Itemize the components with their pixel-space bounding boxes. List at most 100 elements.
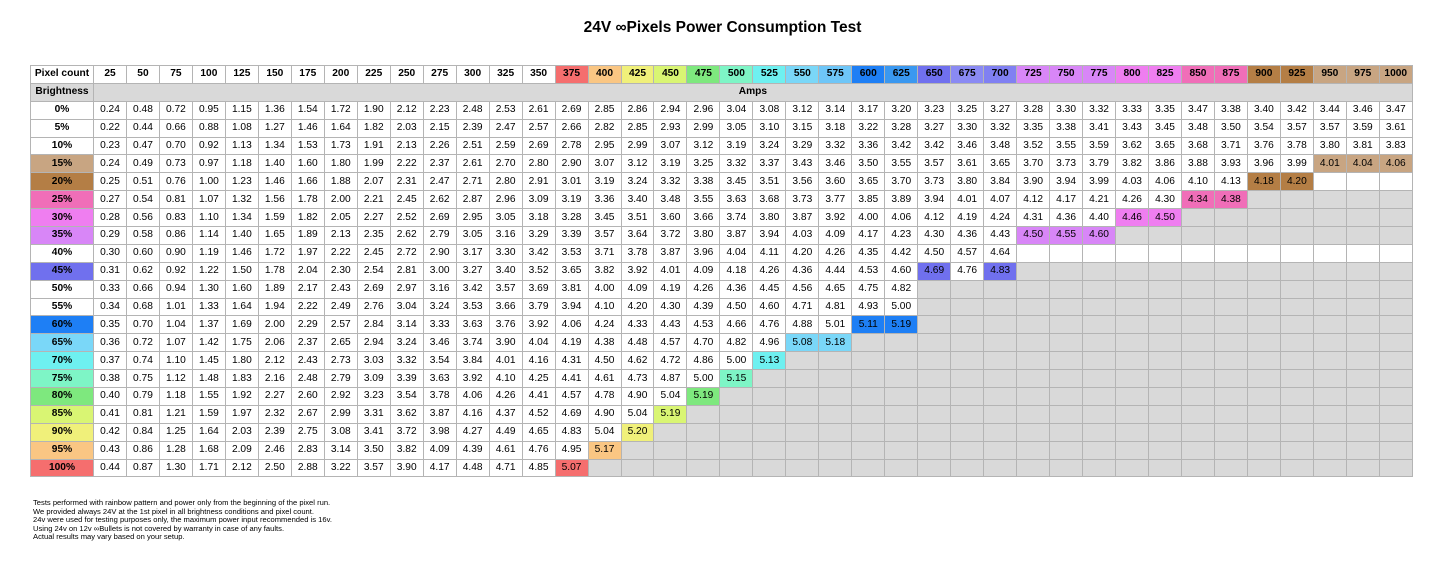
amp-value: 1.23 bbox=[224, 172, 259, 192]
amp-value: 3.30 bbox=[488, 243, 523, 263]
amp-value: 2.94 bbox=[356, 333, 391, 353]
amp-value: 0.72 bbox=[125, 333, 160, 353]
empty-cell bbox=[1312, 351, 1347, 371]
pixel-count-cell: 650 bbox=[917, 65, 952, 84]
brightness-label: 75% bbox=[30, 369, 94, 389]
amp-value: 3.61 bbox=[950, 154, 985, 174]
empty-cell bbox=[1016, 279, 1051, 299]
amp-value: 1.50 bbox=[224, 261, 259, 281]
amp-value: 3.39 bbox=[389, 369, 424, 389]
amp-value: 4.44 bbox=[818, 261, 853, 281]
brightness-label: 0% bbox=[30, 100, 94, 120]
amp-value: 2.96 bbox=[686, 100, 721, 120]
empty-cell bbox=[686, 440, 721, 460]
amp-value: 0.92 bbox=[191, 136, 226, 156]
amp-value: 3.42 bbox=[455, 279, 490, 299]
amp-value: 4.31 bbox=[1016, 208, 1051, 228]
amp-value: 2.37 bbox=[422, 154, 457, 174]
amp-value: 3.38 bbox=[686, 172, 721, 192]
amp-value: 3.80 bbox=[1312, 136, 1347, 156]
amp-value: 2.27 bbox=[356, 208, 391, 228]
amp-value: 2.80 bbox=[488, 172, 523, 192]
amp-value: 5.19 bbox=[686, 387, 721, 406]
amp-value: 4.03 bbox=[785, 226, 820, 245]
table-row: 15% 0.24 0.49 0.73 0.97 1.18 1.40 1.60 1.80 1.99 2… bbox=[30, 154, 1413, 174]
pixel-count-cell: 775 bbox=[1082, 65, 1117, 84]
empty-cell bbox=[1115, 279, 1149, 299]
empty-cell bbox=[1148, 315, 1182, 335]
empty-cell bbox=[983, 333, 1018, 353]
empty-cell bbox=[884, 369, 919, 389]
amp-value: 3.46 bbox=[818, 154, 853, 174]
amp-value: 1.07 bbox=[158, 333, 193, 353]
amp-value: 0.81 bbox=[125, 404, 160, 424]
empty-cell bbox=[1378, 333, 1413, 353]
empty-cell bbox=[1312, 422, 1347, 442]
amp-value: 2.46 bbox=[257, 440, 292, 460]
amp-value: 3.57 bbox=[488, 279, 523, 299]
amp-value: 1.40 bbox=[257, 154, 292, 174]
amp-value: 5.19 bbox=[653, 404, 688, 424]
empty-cell bbox=[1246, 279, 1281, 299]
amp-value: 1.10 bbox=[191, 208, 226, 228]
brightness-label: 10% bbox=[30, 136, 94, 156]
amp-value: 4.34 bbox=[1180, 190, 1215, 210]
empty-cell bbox=[950, 404, 985, 424]
amp-value: 3.69 bbox=[521, 279, 556, 299]
empty-cell bbox=[983, 315, 1018, 335]
amp-value: 0.75 bbox=[125, 369, 160, 389]
amp-value: 3.71 bbox=[587, 243, 622, 263]
amp-value: 4.10 bbox=[488, 369, 523, 389]
empty-cell bbox=[1246, 243, 1281, 263]
amp-value: 4.20 bbox=[785, 243, 820, 263]
empty-cell bbox=[1213, 261, 1248, 281]
amp-value: 4.24 bbox=[587, 315, 622, 335]
amp-value: 4.61 bbox=[488, 440, 523, 460]
amp-value: 3.52 bbox=[521, 261, 556, 281]
pixel-count-cell: 350 bbox=[521, 65, 556, 84]
amp-value: 3.29 bbox=[785, 136, 820, 156]
amp-value: 3.09 bbox=[356, 369, 391, 389]
amp-value: 4.12 bbox=[1016, 190, 1051, 210]
amp-value: 3.70 bbox=[884, 172, 919, 192]
amp-value: 3.65 bbox=[554, 261, 589, 281]
amp-value: 2.03 bbox=[224, 422, 259, 442]
amp-value: 3.89 bbox=[884, 190, 919, 210]
empty-cell bbox=[884, 404, 919, 424]
amp-value: 3.05 bbox=[719, 118, 754, 138]
amp-value: 2.71 bbox=[455, 172, 490, 192]
amp-value: 2.70 bbox=[488, 154, 523, 174]
amp-value: 3.20 bbox=[884, 100, 919, 120]
amp-value: 1.07 bbox=[191, 190, 226, 210]
amp-value: 3.70 bbox=[1016, 154, 1051, 174]
amp-value: 4.72 bbox=[653, 351, 688, 371]
empty-cell bbox=[950, 297, 985, 317]
table-row: 75% 0.38 0.75 1.12 1.48 1.83 2.16 2.48 2.79 3.09 3… bbox=[30, 369, 1413, 389]
empty-cell bbox=[1180, 297, 1215, 317]
amp-value: 2.43 bbox=[323, 279, 358, 299]
amp-value: 2.39 bbox=[455, 118, 490, 138]
empty-cell bbox=[1115, 297, 1149, 317]
amp-value: 3.84 bbox=[983, 172, 1018, 192]
empty-cell bbox=[1279, 208, 1314, 228]
amp-value: 3.24 bbox=[620, 172, 655, 192]
empty-cell bbox=[851, 369, 886, 389]
amp-value: 2.83 bbox=[290, 440, 325, 460]
empty-cell bbox=[1148, 369, 1182, 389]
amp-value: 2.78 bbox=[554, 136, 589, 156]
amp-value: 2.51 bbox=[455, 136, 490, 156]
amp-value: 0.97 bbox=[191, 154, 226, 174]
amp-value: 4.06 bbox=[884, 208, 919, 228]
amp-value: 1.27 bbox=[257, 118, 292, 138]
empty-cell bbox=[851, 351, 886, 371]
amp-value: 3.23 bbox=[356, 387, 391, 406]
amp-value: 3.42 bbox=[1279, 100, 1314, 120]
amp-value: 0.74 bbox=[125, 351, 160, 371]
amp-value: 3.66 bbox=[488, 297, 523, 317]
amp-value: 3.40 bbox=[1246, 100, 1281, 120]
empty-cell bbox=[884, 440, 919, 460]
amp-value: 0.84 bbox=[125, 422, 160, 442]
amp-value: 2.31 bbox=[389, 172, 424, 192]
amp-value: 1.64 bbox=[224, 297, 259, 317]
empty-cell bbox=[1345, 422, 1380, 442]
